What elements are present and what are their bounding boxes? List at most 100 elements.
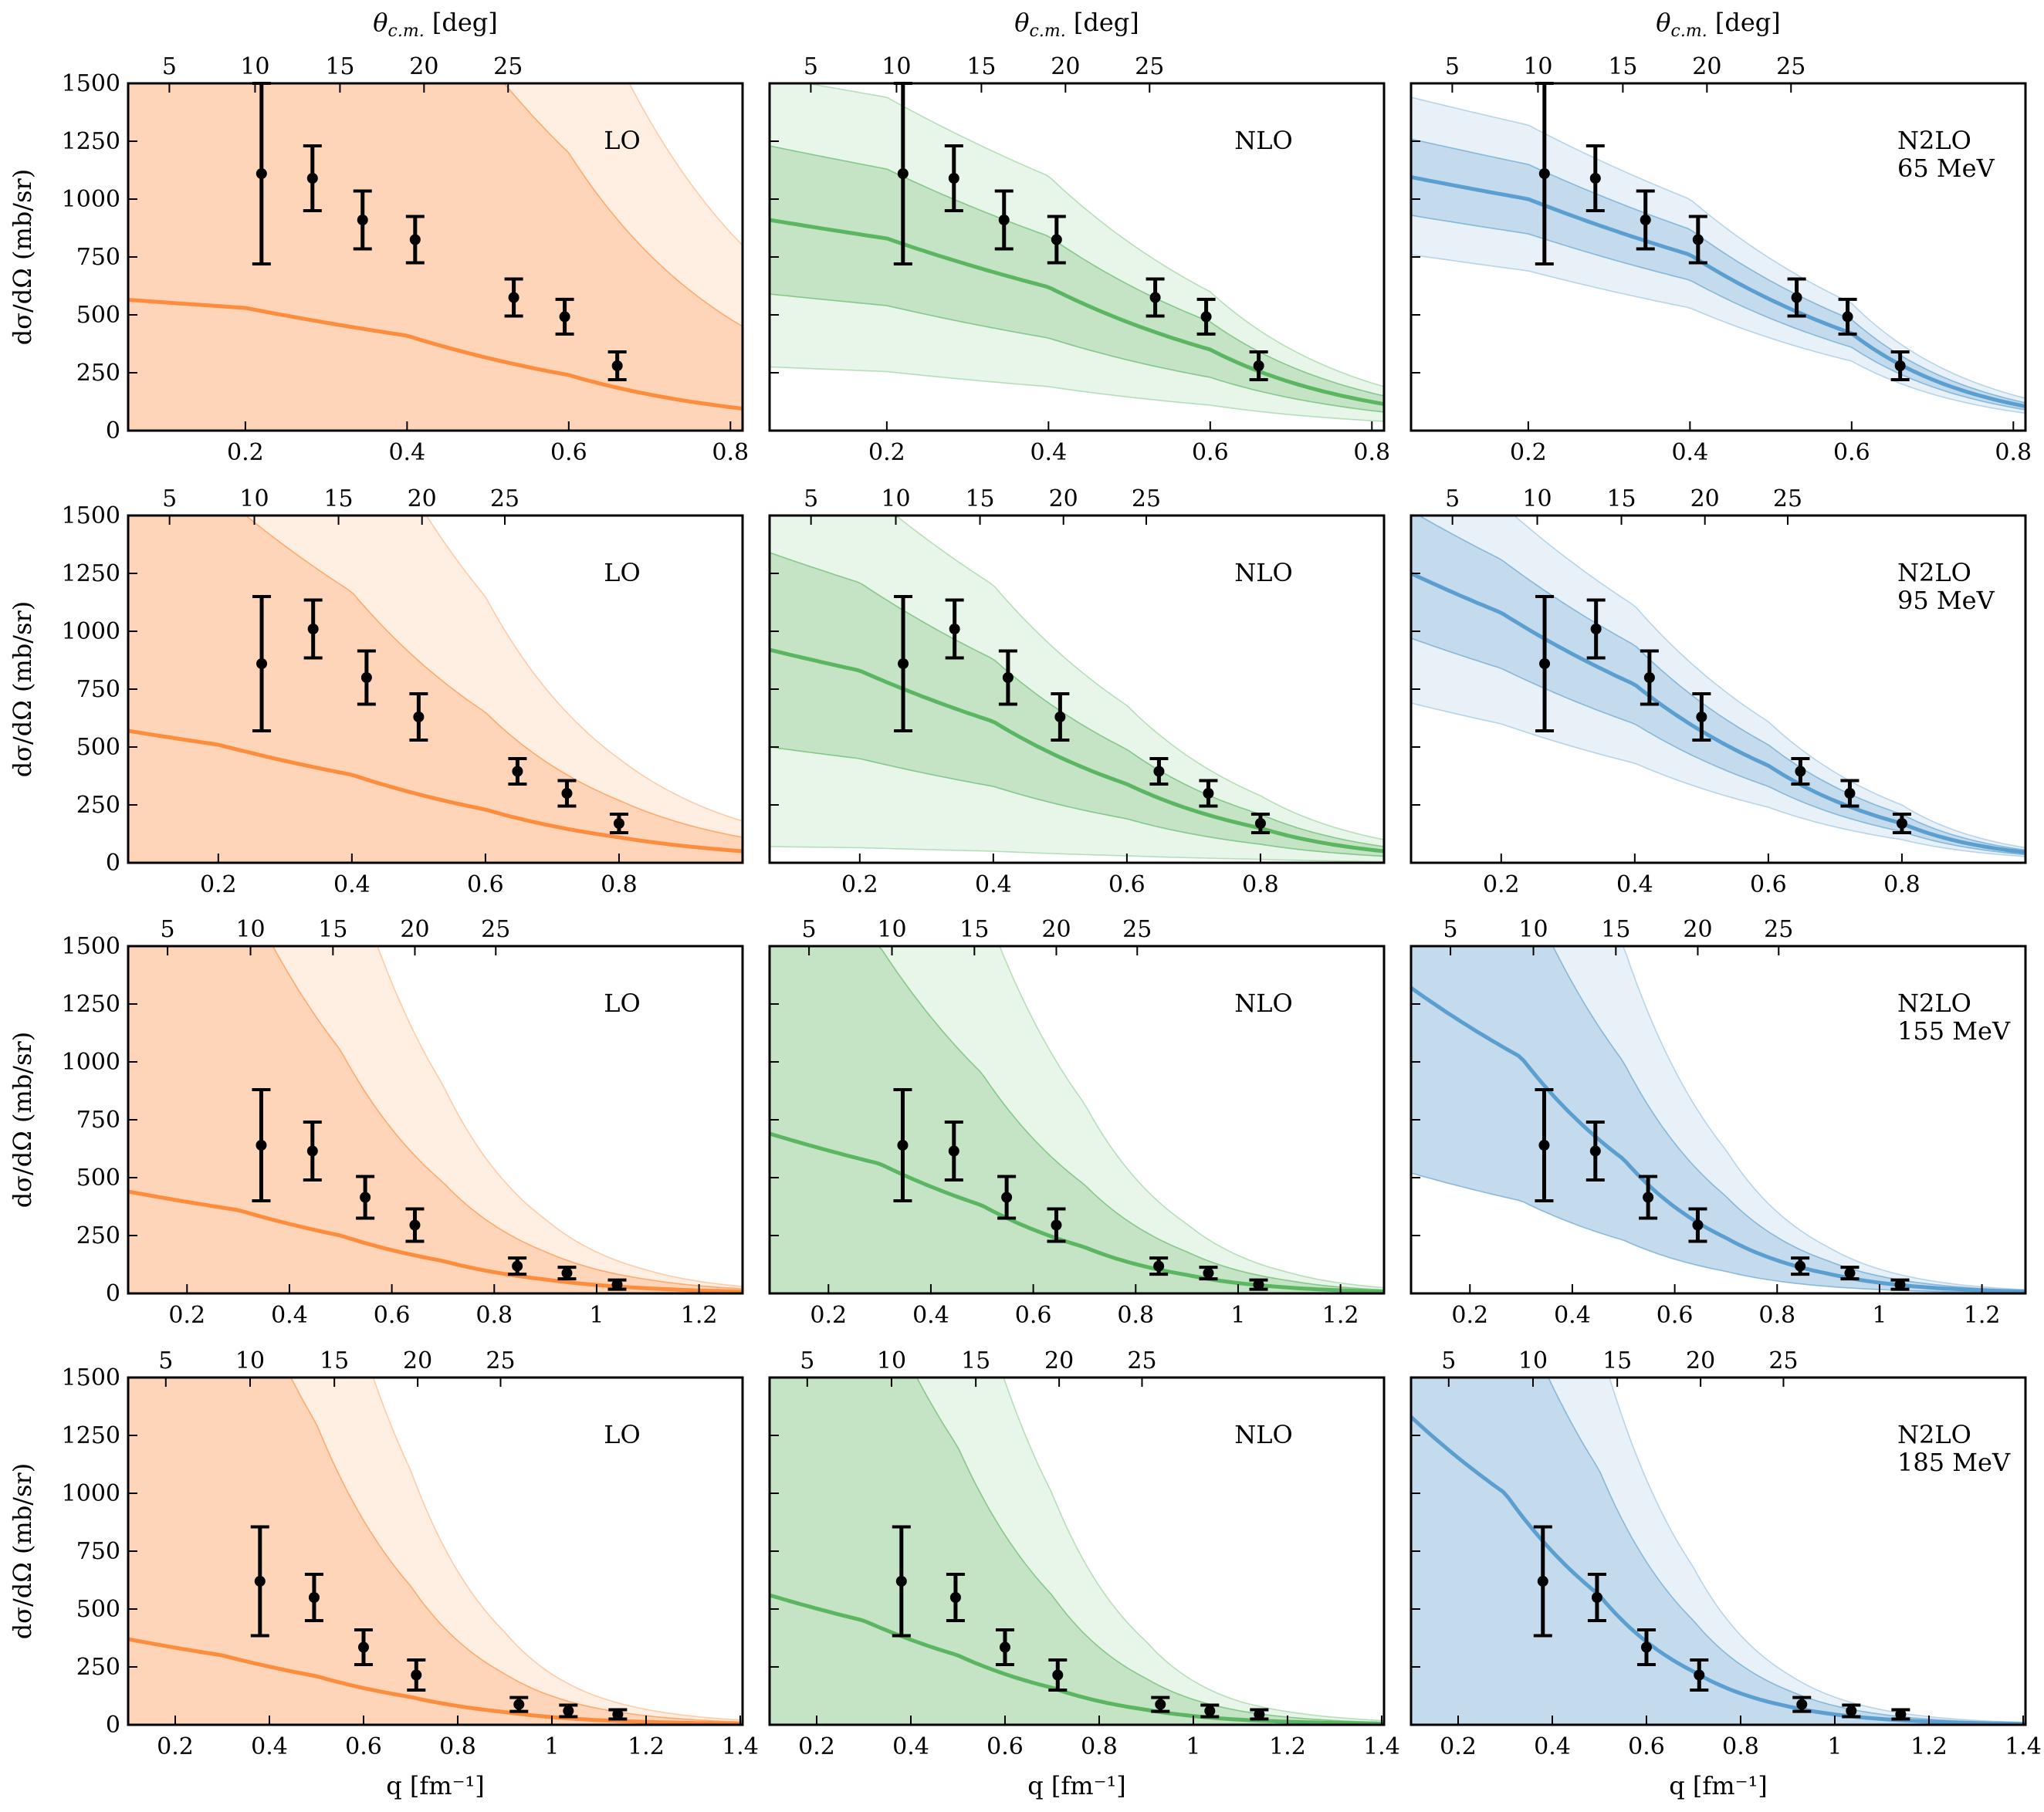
x-tick-label: 0.6	[345, 1733, 382, 1760]
band-95	[770, 946, 1384, 1293]
data-point	[306, 173, 318, 184]
top-axis-label: θc.m. [deg]	[373, 8, 497, 41]
data-points	[1535, 1088, 1910, 1291]
band-68	[128, 1378, 743, 1725]
x-tick-label: 1.2	[628, 1733, 665, 1760]
data-points	[893, 82, 1268, 381]
x-tick-label: 0.6	[1657, 1302, 1694, 1329]
y-tick-label: 1500	[62, 1364, 120, 1391]
top-tick-label: 10	[240, 53, 269, 80]
data-point	[508, 292, 519, 303]
data-point	[611, 1279, 623, 1290]
top-tick-label: 20	[1049, 485, 1078, 512]
x-tick-label: 0.8	[1883, 871, 1920, 898]
band-68	[1411, 1378, 2025, 1725]
x-tick-label: 1.4	[1363, 1733, 1400, 1760]
data-point	[1894, 1279, 1906, 1290]
data-points	[894, 595, 1270, 834]
data-point	[1538, 1140, 1550, 1151]
y-tick-label: 1500	[62, 502, 120, 529]
top-tick-label: 15	[325, 53, 354, 80]
data-point	[1253, 360, 1264, 371]
band-layer	[770, 83, 1384, 422]
band-layer	[128, 516, 743, 863]
x-tick-label: 1.2	[1322, 1302, 1359, 1329]
data-point	[1795, 1260, 1806, 1272]
top-tick-label: 10	[235, 916, 265, 943]
data-point	[357, 1641, 369, 1653]
top-tick-label: 5	[1441, 1347, 1456, 1374]
x-tick-label: 1.2	[1910, 1733, 1948, 1760]
data-point	[1002, 672, 1014, 683]
band-edge	[1622, 946, 2025, 1290]
central-line	[770, 647, 1384, 854]
band-edge	[245, 516, 743, 838]
x-tick-label: 0.8	[1117, 1302, 1154, 1329]
data-point	[998, 215, 1010, 225]
x-tick-label: 1.4	[722, 1733, 759, 1760]
band-edge	[1411, 702, 2025, 857]
band-layer	[1411, 946, 2025, 1293]
y-tick-label: 1000	[62, 1480, 120, 1507]
order-label: N2LO	[1897, 989, 1971, 1018]
y-tick-label: 1500	[62, 70, 120, 97]
x-tick-label: 0.2	[841, 871, 878, 898]
data-point	[897, 168, 909, 179]
panel-lo-3: 0 250 500 750 1000 1250 1500 0.2 0.4 0.6 0.8 1 1.2 5 1…	[8, 916, 744, 1329]
data-points	[250, 1525, 628, 1721]
data-point	[1590, 624, 1602, 634]
y-tick-label: 0	[106, 418, 120, 445]
band-edge	[770, 145, 1384, 397]
band-68	[770, 146, 1384, 412]
order-label: LO	[604, 126, 640, 155]
band-edge	[289, 1378, 743, 1723]
order-label: N2LO	[1897, 126, 1971, 155]
x-tick-label: 1	[1827, 1733, 1842, 1760]
y-tick-label: 750	[76, 244, 120, 271]
data-points	[892, 1525, 1269, 1721]
data-point	[1155, 1699, 1166, 1710]
data-point	[561, 788, 573, 799]
top-tick-label: 10	[881, 485, 910, 512]
top-tick-label: 15	[320, 1347, 349, 1374]
y-tick-label: 1000	[62, 1049, 120, 1076]
top-tick-label: 5	[804, 53, 818, 80]
x-tick-label: 0.4	[1616, 871, 1653, 898]
central-line	[128, 298, 743, 411]
data-point	[1253, 1279, 1264, 1290]
order-label: NLO	[1234, 126, 1292, 155]
top-tick-label: 20	[1686, 1347, 1715, 1374]
top-tick-label: 5	[800, 1347, 814, 1374]
data-point	[1054, 712, 1066, 722]
x-tick-label: 0.6	[374, 1302, 411, 1329]
band-edge	[425, 516, 743, 822]
x-tick-label: 0.4	[1671, 439, 1708, 466]
top-tick-label: 5	[1443, 916, 1458, 943]
data-point	[1844, 1267, 1856, 1279]
top-axis-label: θc.m. [deg]	[1656, 8, 1780, 41]
y-axis-label: dσ/dΩ (mb/sr)	[8, 169, 37, 346]
panel-nlo-1: 0.2 0.4 0.6 0.8 5 10 15 20 25 NLO θc.m. [deg]	[768, 8, 1390, 466]
x-tick-label: 0.4	[333, 871, 371, 898]
x-tick-label: 0.6	[1833, 439, 1870, 466]
y-tick-label: 1250	[62, 1422, 120, 1449]
data-point	[949, 624, 960, 634]
top-tick-label: 5	[1445, 485, 1460, 512]
data-point	[1692, 1219, 1704, 1231]
data-points	[893, 1088, 1268, 1291]
y-tick-label: 750	[76, 1538, 120, 1565]
data-point	[1796, 1699, 1808, 1710]
data-point	[613, 818, 624, 829]
panel-lo-1: 0 250 500 750 1000 1250 1500 0.2 0.4 0.6 0.8 5 10 15 2…	[8, 8, 749, 466]
top-tick-label: 5	[804, 485, 818, 512]
band-edge	[1411, 637, 2025, 856]
x-tick-label: 0.6	[1015, 1302, 1052, 1329]
band-95	[1411, 97, 2025, 414]
data-point	[1844, 788, 1856, 799]
top-tick-label: 15	[1606, 485, 1636, 512]
top-tick-label: 25	[490, 485, 519, 512]
order-label: LO	[604, 558, 640, 587]
top-tick-label: 5	[162, 485, 177, 512]
band-edge	[1003, 1378, 1384, 1722]
x-tick-label: 0.6	[1750, 871, 1787, 898]
